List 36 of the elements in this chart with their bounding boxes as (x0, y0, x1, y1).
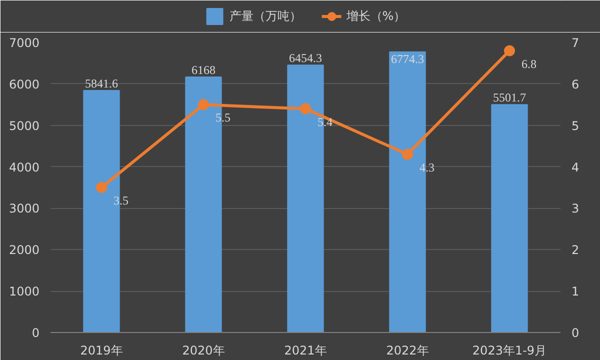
y-tick-label: 7000 (8, 36, 40, 50)
data-label: 5.4 (318, 114, 332, 129)
data-label: 6168 (192, 62, 216, 77)
y-tick-label: 2000 (8, 243, 40, 258)
y-tick-label: 5000 (8, 118, 40, 133)
y-tick-label: 4000 (8, 160, 40, 174)
legend-label: 增长（%） (346, 8, 406, 24)
legend-label: 产量（万吨） (229, 8, 302, 24)
y2-tick-label: 3 (572, 202, 580, 216)
bar (491, 104, 528, 332)
y2-tick-label: 0 (572, 326, 580, 340)
y2-tick-label: 4 (572, 160, 580, 174)
data-label: 6.8 (522, 56, 536, 71)
data-label: 6774.3 (391, 52, 424, 66)
point (300, 103, 311, 114)
point (198, 99, 209, 110)
y2-tick-label: 7 (572, 36, 580, 50)
data-label: 5841.6 (85, 76, 118, 90)
data-label: 6454.3 (289, 51, 322, 66)
data-label: 5501.7 (493, 90, 526, 105)
y-tick-label: 1000 (8, 284, 40, 299)
x-tick-label: 2019年 (80, 344, 123, 358)
x-tick-label: 2023年1-9月 (472, 344, 547, 358)
y2-tick-label: 2 (572, 243, 580, 258)
point (504, 45, 515, 56)
y-tick-label: 3000 (8, 202, 40, 216)
y-tick-label: 0 (32, 326, 40, 340)
x-tick-label: 2022年 (386, 344, 429, 358)
y2-tick-label: 5 (572, 118, 580, 133)
y2-tick-label: 1 (572, 284, 580, 299)
y-tick-label: 6000 (8, 77, 40, 92)
x-tick-label: 2020年 (182, 344, 225, 358)
point (402, 148, 413, 160)
point (96, 182, 107, 193)
y2-tick-label: 6 (572, 77, 580, 92)
x-tick-label: 2021年 (284, 344, 327, 358)
